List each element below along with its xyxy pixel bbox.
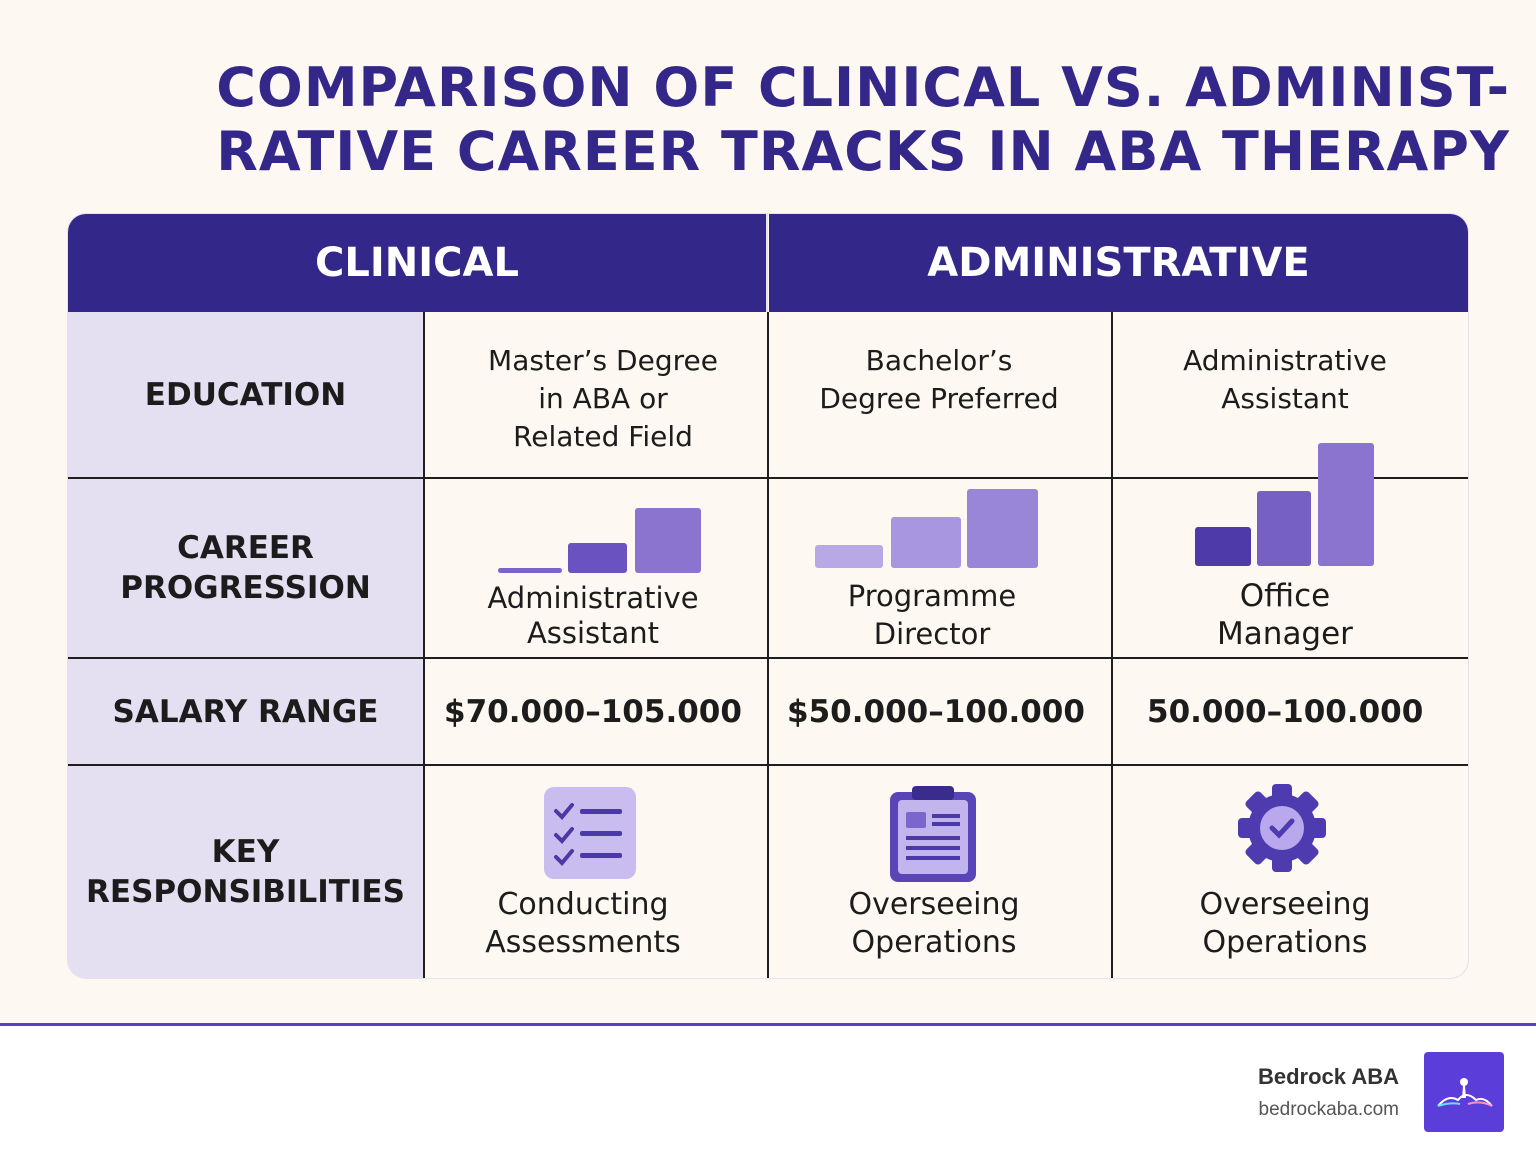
step-bar: [1318, 443, 1374, 566]
progression-admin-1-line: Programme: [847, 579, 1017, 613]
progression-admin-1: Programme Director: [779, 577, 1085, 653]
responsibility-clinical: Conducting Assessments: [433, 886, 733, 962]
responsibility-admin-2-line: Operations: [1202, 925, 1368, 960]
header-administrative: ADMINISTRATIVE: [769, 214, 1468, 312]
education-clinical-line: Related Field: [513, 420, 693, 453]
responsibility-admin-2-line: Overseeing: [1199, 887, 1371, 922]
education-admin-2-line: Administrative: [1183, 344, 1387, 377]
grid-line: [423, 312, 425, 978]
comparison-table: CLINICAL ADMINISTRATIVE EDUCATION CAREER…: [68, 214, 1468, 978]
progression-admin-1-line: Director: [873, 617, 991, 651]
header-clinical: CLINICAL: [68, 214, 766, 312]
gear-check-icon: [1238, 784, 1326, 872]
progression-admin-2: Office Manager: [1125, 577, 1445, 653]
step-bar: [1195, 527, 1251, 566]
salary-admin-1: $50.000–100.000: [787, 694, 1085, 730]
salary-clinical: $70.000–105.000: [444, 694, 742, 730]
grid-line: [767, 312, 769, 978]
responsibility-admin-2: Overseeing Operations: [1125, 886, 1445, 962]
progression-admin-2-line: Manager: [1217, 616, 1353, 652]
progression-clinical-line: Administrative: [487, 581, 699, 615]
progression-clinical-line: Assistant: [526, 616, 660, 650]
education-admin-2: Administrative Assistant: [1125, 342, 1445, 418]
title-line-1: COMPARISON OF CLINICAL VS. ADMINIST-: [216, 56, 1510, 119]
row-label-career-progression-text: CAREER PROGRESSION: [120, 530, 371, 606]
logo-mountain-icon: [1437, 1078, 1493, 1107]
step-bar: [1257, 491, 1311, 566]
education-admin-1: Bachelor’s Degree Preferred: [779, 342, 1099, 418]
education-admin-2-line: Assistant: [1221, 382, 1349, 415]
responsibility-clinical-line: Conducting: [497, 887, 669, 922]
brand-url[interactable]: bedrockaba.com: [1258, 1099, 1399, 1120]
row-label-career-progression: CAREER PROGRESSION: [68, 479, 423, 657]
education-clinical-line: Master’s Degree: [488, 344, 718, 377]
grid-line: [1111, 312, 1113, 978]
page-title: COMPARISON OF CLINICAL VS. ADMINIST- RAT…: [150, 56, 1510, 184]
education-clinical: Master’s Degree in ABA or Related Field: [443, 342, 763, 456]
step-bar: [815, 545, 883, 568]
responsibility-admin-1-line: Operations: [851, 925, 1017, 960]
row-label-key-responsibilities: KEY RESPONSIBILITIES: [68, 766, 423, 978]
progression-clinical: Administrative Assistant: [443, 579, 743, 649]
responsibility-clinical-line: Assessments: [485, 925, 681, 960]
responsibility-admin-1: Overseeing Operations: [779, 886, 1089, 962]
footer-divider: [0, 1023, 1536, 1026]
grid-line: [68, 764, 1468, 766]
step-bar: [568, 543, 627, 573]
row-label-key-responsibilities-text: KEY RESPONSIBILITIES: [86, 834, 405, 910]
title-line-2: RATIVE CAREER TRACKS IN ABA THERAPY: [216, 120, 1510, 183]
row-label-education: EDUCATION: [68, 312, 423, 477]
education-clinical-line: in ABA or: [538, 382, 668, 415]
education-admin-1-line: Degree Preferred: [819, 382, 1059, 415]
brand-logo: [1424, 1052, 1504, 1132]
clipboard-icon: [890, 786, 976, 882]
step-bar: [498, 568, 562, 573]
progression-admin-2-line: Office: [1239, 578, 1331, 614]
header-divider: [766, 214, 768, 312]
step-bar: [635, 508, 701, 573]
brand-name: Bedrock ABA: [1258, 1064, 1399, 1089]
checklist-icon: [544, 787, 636, 879]
responsibility-admin-1-line: Overseeing: [848, 887, 1020, 922]
footer: [0, 1026, 1536, 1154]
row-label-salary-range: SALARY RANGE: [68, 659, 423, 764]
salary-admin-2: 50.000–100.000: [1147, 694, 1424, 730]
grid-line: [68, 657, 1468, 659]
grid-line: [68, 477, 1468, 479]
education-admin-1-line: Bachelor’s: [865, 344, 1013, 377]
step-bar: [891, 517, 961, 568]
step-bar: [967, 489, 1038, 568]
